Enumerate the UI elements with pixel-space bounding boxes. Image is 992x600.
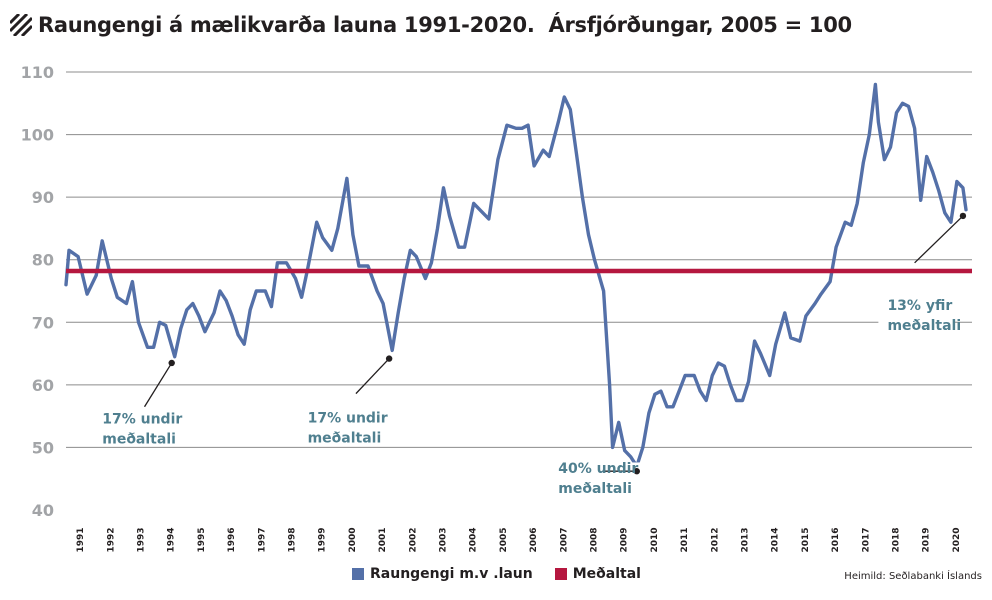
x-tick-label: 1995 [197, 527, 207, 552]
y-tick-label: 100 [21, 126, 54, 145]
annotation-backdrop [878, 293, 954, 326]
x-tick-label: 2012 [710, 527, 720, 552]
x-tick-label: 2015 [801, 527, 811, 552]
x-tick-label: 2020 [952, 527, 962, 552]
x-tick-label: 2000 [348, 527, 358, 552]
y-axis-ticks: 40 50 60 70 80 90 100 110 [21, 63, 54, 520]
annotation-label: meðaltali [558, 481, 632, 497]
annotation-label: meðaltali [308, 430, 382, 446]
x-tick-label: 2001 [378, 527, 388, 552]
grid-layer [66, 71, 972, 448]
annotation-label: 40% undir [558, 461, 638, 477]
x-tick-label: 2009 [620, 527, 630, 552]
x-tick-label: 2005 [499, 527, 509, 552]
x-tick-label: 2011 [680, 527, 690, 552]
x-tick-label: 2017 [861, 527, 871, 552]
y-tick-label: 110 [21, 63, 54, 82]
x-tick-label: 2016 [831, 527, 841, 552]
series-layer [64, 82, 972, 468]
annotation-leader [914, 215, 964, 264]
annotation-dot [633, 468, 640, 475]
x-tick-label: 2007 [559, 527, 569, 552]
annotation-layer: 17% undir meðaltali 17% undir meðaltali 40% … [96, 212, 967, 497]
legend-swatch-average [554, 568, 567, 580]
y-tick-label: 70 [32, 313, 54, 332]
legend-item-average: Meðaltal [554, 566, 641, 582]
annotation-backdrop [301, 413, 399, 439]
x-tick-label: 2019 [922, 527, 932, 552]
legend-swatch-series [352, 568, 364, 580]
annotation-backdrop [96, 413, 199, 439]
annotation-leader [143, 362, 173, 408]
annotation-backdrop [549, 462, 652, 492]
x-tick-label: 2014 [771, 527, 781, 552]
legend-item-series: Raungengi m.v .laun [352, 566, 533, 582]
annotation-dot [168, 359, 175, 367]
x-tick-label: 2010 [650, 527, 660, 552]
legend: Raungengi m.v .laun Meðaltal [352, 566, 663, 582]
annotation-leader [355, 358, 390, 395]
y-tick-label: 80 [32, 251, 54, 270]
x-axis-ticks: 1991 1992 1993 1994 1995 1996 1997 1998 1999 2000… [76, 527, 962, 552]
annotation-label: 17% undir [308, 410, 388, 426]
annotation-label: meðaltali [887, 318, 961, 334]
annotation-dot [385, 355, 393, 362]
annotation-label: meðaltali [102, 432, 176, 448]
y-tick-label: 40 [32, 501, 54, 520]
x-tick-label: 2013 [741, 527, 751, 552]
x-tick-label: 1996 [227, 527, 237, 552]
x-tick-label: 1991 [76, 527, 86, 552]
chart-title: Raungengi á mælikvarða launa 1991-2020. … [38, 13, 852, 37]
y-tick-label: 60 [32, 376, 54, 395]
annotation-label: 17% undir [102, 412, 182, 428]
annotation-dot [959, 212, 967, 220]
hatch-icon [10, 14, 32, 36]
x-tick-label: 2002 [408, 527, 418, 552]
annotation-label: 13% yfir [887, 298, 952, 314]
x-tick-label: 2018 [892, 527, 902, 552]
x-tick-label: 1997 [257, 527, 267, 552]
x-tick-label: 1998 [288, 527, 298, 552]
x-tick-label: 1992 [106, 527, 116, 552]
x-tick-label: 2008 [590, 527, 600, 552]
x-tick-label: 1993 [137, 527, 147, 552]
chart-title-row: Raungengi á mælikvarða launa 1991-2020. … [10, 8, 852, 42]
x-tick-label: 2004 [469, 527, 479, 552]
x-tick-label: 2006 [529, 527, 539, 552]
legend-label-average: Meðaltal [572, 566, 641, 582]
legend-label-series: Raungengi m.v .laun [370, 566, 533, 582]
series-line-raungengi [64, 82, 968, 468]
x-tick-label: 1999 [318, 527, 328, 552]
y-tick-label: 90 [32, 188, 54, 207]
x-tick-label: 1994 [167, 527, 177, 552]
y-tick-label: 50 [32, 438, 54, 457]
source-note: Heimild: Seðlabanki Íslands [844, 571, 982, 582]
x-tick-label: 2003 [439, 527, 449, 552]
